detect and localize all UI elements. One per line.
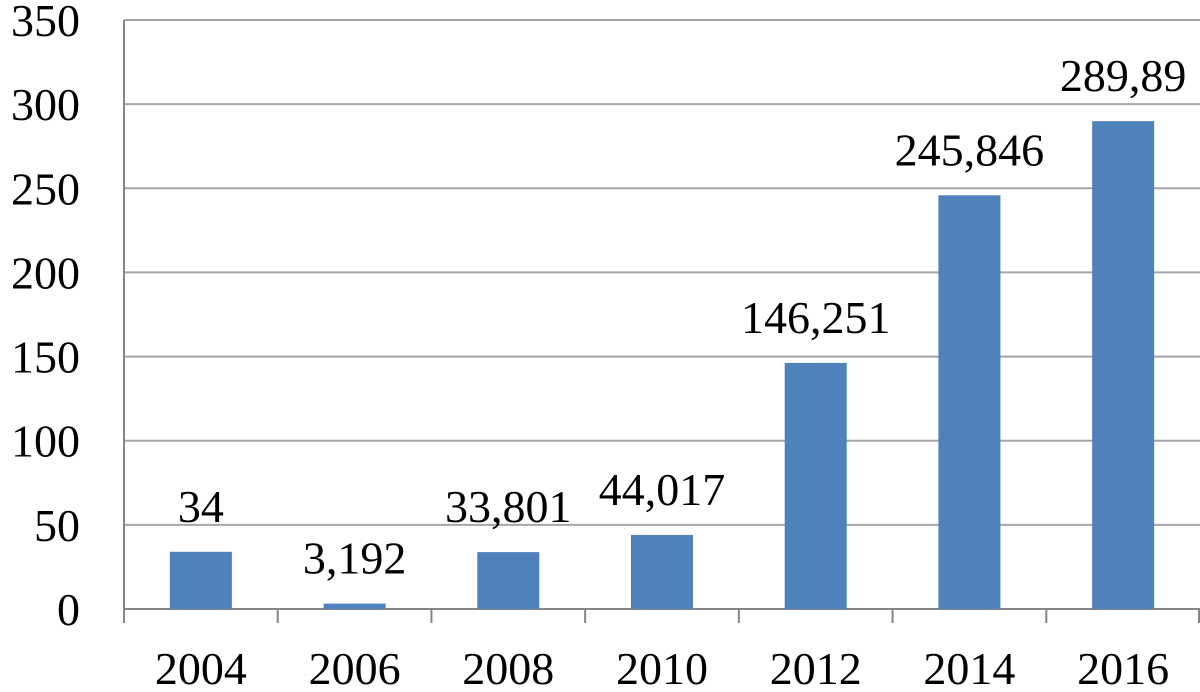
y-tick-labels: 0 50 100 150 200 250 300 350 [11,0,80,635]
y-tick-label: 350 [11,0,80,46]
bars [169,121,1155,609]
data-label-2004: 34 [178,481,224,532]
gridlines [124,19,1200,526]
y-tick-label: 0 [57,584,80,635]
bar-2004 [169,551,232,609]
y-tick-label: 100 [11,416,80,467]
data-label-2012: 146,251 [741,292,891,343]
y-tick-label: 50 [34,500,80,551]
x-tick-label: 2006 [309,643,401,692]
bar-2008 [477,552,540,609]
bar-2012 [784,362,847,609]
x-tick-label: 2010 [616,643,708,692]
data-label-2006: 3,192 [303,533,407,584]
bar-2014 [938,195,1001,609]
data-label-2010: 44,017 [599,464,726,515]
data-label-2008: 33,801 [445,481,572,532]
data-label-2016: 289,89 [1060,50,1187,101]
bar-2010 [631,534,693,609]
bar-2006 [323,603,386,609]
y-tick-label: 250 [11,163,80,214]
bar-2016 [1092,121,1155,609]
y-tick-label: 200 [11,247,80,298]
y-tick-label: 300 [11,79,80,130]
x-tick-label: 2016 [1077,643,1169,692]
data-label-2014: 245,846 [895,124,1045,175]
x-tick-labels: 2004 2006 2008 2010 2012 2014 2016 [155,643,1169,692]
x-tick-label: 2004 [155,643,247,692]
axes [123,20,1200,623]
x-tick-label: 2012 [770,643,862,692]
x-tick-label: 2008 [462,643,554,692]
data-labels: 34 3,192 33,801 44,017 146,251 245,846 289,89 [178,50,1187,583]
x-tick-label: 2014 [923,643,1015,692]
y-tick-label: 150 [11,332,80,383]
